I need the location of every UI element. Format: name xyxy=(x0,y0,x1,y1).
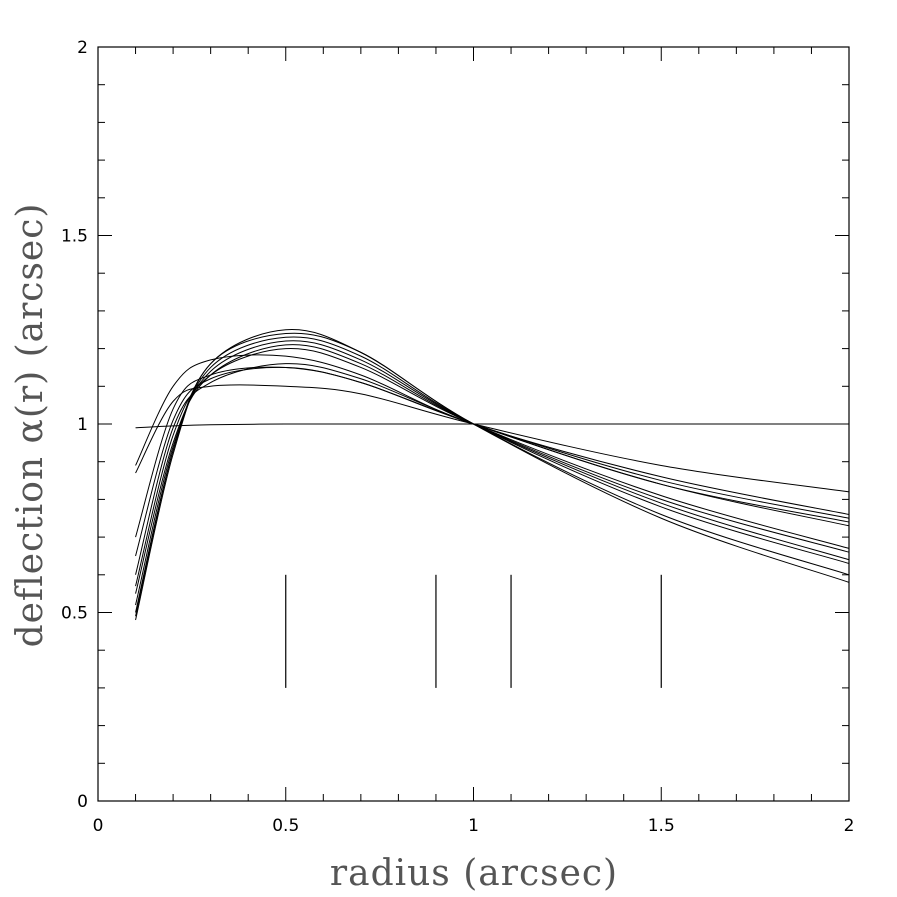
y-tick-label: 0.5 xyxy=(61,604,88,624)
model-curve-7 xyxy=(135,348,850,587)
tick-label-layer: 0 0.5 1 1.5 2 0 0.5 1 1.5 2 xyxy=(61,38,854,836)
model-curve-8 xyxy=(135,344,850,594)
model-curve-5 xyxy=(135,366,850,557)
y-axis-title: deflection α(r) (arcsec) xyxy=(10,203,51,648)
model-curve-12 xyxy=(135,329,850,617)
x-axis-title: radius (arcsec) xyxy=(330,853,618,894)
x-tick-label: 2 xyxy=(844,816,855,836)
model-curve-2 xyxy=(135,384,850,493)
x-tick-label: 0.5 xyxy=(272,816,299,836)
series-layer xyxy=(135,329,850,621)
plot-frame xyxy=(97,46,850,802)
y-tick-label: 2 xyxy=(77,38,88,58)
x-tick-label: 0 xyxy=(93,816,104,836)
y-tick-label: 1 xyxy=(77,415,88,435)
model-curve-1 xyxy=(135,423,849,429)
x-tick-label: 1 xyxy=(468,816,479,836)
model-curve-3 xyxy=(135,354,850,515)
model-curve-11 xyxy=(135,332,850,621)
model-curve-4 xyxy=(135,366,850,538)
model-curve-10 xyxy=(135,336,850,613)
x-tick-label: 1.5 xyxy=(648,816,675,836)
model-curve-9 xyxy=(135,340,850,606)
marker-layer xyxy=(285,574,662,688)
y-tick-label: 1.5 xyxy=(61,227,88,247)
model-curve-6 xyxy=(135,363,850,575)
y-tick-label: 0 xyxy=(77,792,88,812)
